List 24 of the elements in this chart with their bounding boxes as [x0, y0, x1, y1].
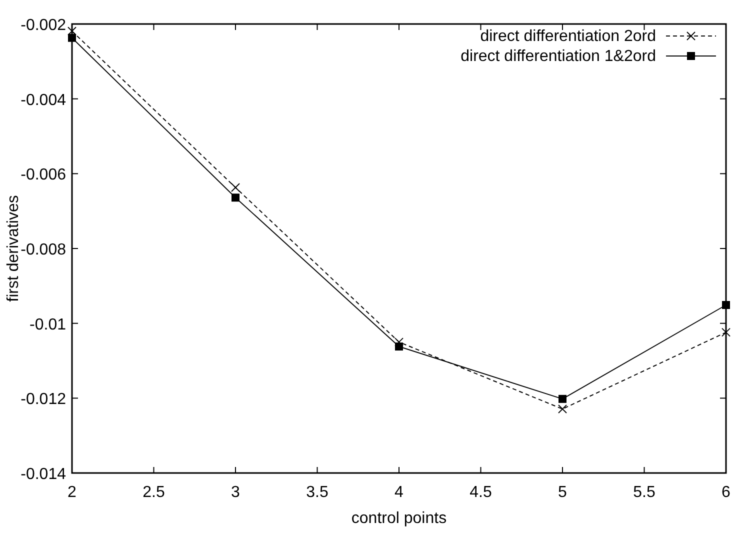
x-tick-label: 5 [558, 484, 568, 501]
y-tick-label: -0.014 [20, 466, 66, 483]
point [68, 34, 76, 42]
x-axis-title: control points [351, 510, 447, 527]
x-tick-label: 6 [722, 484, 731, 501]
legend-label: direct differentiation 1&2ord [460, 48, 656, 65]
x-tick-label: 5.5 [633, 484, 656, 501]
x-tick-label: 2 [68, 484, 77, 501]
y-tick-label: -0.004 [20, 92, 66, 109]
point [232, 194, 240, 202]
point [558, 394, 566, 403]
x-tick-label: 3 [231, 484, 240, 501]
x-tick-label: 4 [394, 484, 404, 501]
y-tick-label: -0.01 [30, 316, 66, 334]
y-axis-title: first derivatives [5, 195, 22, 302]
y-tick-label: -0.002 [20, 17, 66, 34]
y-tick-label: -0.008 [20, 242, 66, 258]
x-tick-label: 2.5 [142, 484, 165, 501]
y-tick-label: -0.006 [20, 166, 66, 184]
x-tick-label: 3.5 [306, 484, 328, 501]
point [722, 301, 730, 309]
y-tick-label: -0.012 [20, 391, 66, 408]
x-tick-label: 4.5 [470, 484, 492, 501]
legend-label: direct differentiation 2ord [480, 28, 656, 45]
